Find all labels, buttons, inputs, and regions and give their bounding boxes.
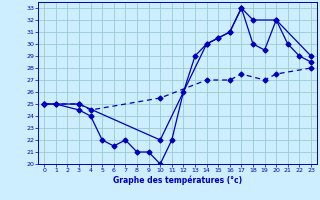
X-axis label: Graphe des températures (°c): Graphe des températures (°c) xyxy=(113,176,242,185)
